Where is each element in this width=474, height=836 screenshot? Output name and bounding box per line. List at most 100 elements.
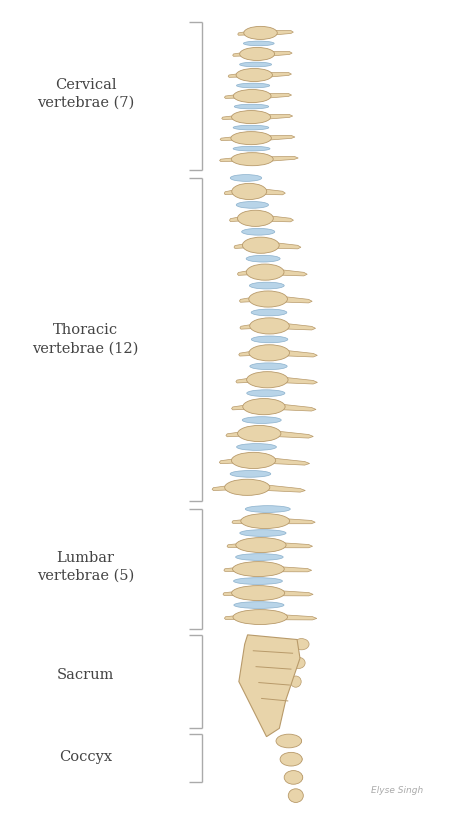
Ellipse shape: [236, 201, 268, 208]
Polygon shape: [227, 543, 246, 548]
Polygon shape: [232, 404, 251, 410]
Ellipse shape: [246, 255, 280, 262]
Ellipse shape: [288, 789, 303, 803]
Polygon shape: [265, 73, 292, 78]
Ellipse shape: [231, 110, 271, 124]
Ellipse shape: [249, 291, 287, 307]
Polygon shape: [219, 458, 240, 464]
Polygon shape: [225, 614, 244, 619]
Polygon shape: [260, 189, 285, 195]
Ellipse shape: [231, 153, 273, 166]
Text: Coccyx: Coccyx: [59, 751, 112, 764]
Polygon shape: [239, 297, 256, 303]
Polygon shape: [239, 635, 300, 737]
Polygon shape: [266, 216, 293, 222]
Polygon shape: [236, 377, 255, 383]
Ellipse shape: [292, 657, 305, 669]
Ellipse shape: [244, 27, 277, 39]
Polygon shape: [263, 115, 293, 120]
Polygon shape: [226, 431, 246, 436]
Polygon shape: [223, 591, 242, 595]
Polygon shape: [225, 94, 241, 99]
Polygon shape: [277, 404, 316, 411]
Polygon shape: [276, 614, 317, 620]
Ellipse shape: [234, 104, 269, 109]
Ellipse shape: [242, 237, 279, 253]
Polygon shape: [238, 31, 250, 35]
Polygon shape: [237, 270, 254, 275]
Ellipse shape: [280, 752, 302, 766]
Text: Lumbar
vertebrae (5): Lumbar vertebrae (5): [37, 551, 134, 583]
Ellipse shape: [233, 562, 284, 577]
Polygon shape: [219, 157, 240, 161]
Polygon shape: [280, 296, 312, 303]
Polygon shape: [212, 485, 234, 491]
Ellipse shape: [236, 69, 273, 82]
Ellipse shape: [231, 131, 272, 145]
Ellipse shape: [237, 84, 270, 88]
Ellipse shape: [233, 609, 287, 624]
Ellipse shape: [237, 426, 281, 441]
Ellipse shape: [240, 48, 274, 60]
Ellipse shape: [242, 416, 281, 423]
Ellipse shape: [233, 125, 269, 130]
Polygon shape: [233, 52, 246, 56]
Polygon shape: [224, 189, 239, 195]
Polygon shape: [268, 52, 292, 56]
Ellipse shape: [240, 530, 286, 537]
Text: Cervical
vertebrae (7): Cervical vertebrae (7): [37, 78, 134, 110]
Ellipse shape: [230, 175, 262, 181]
Text: Elyse Singh: Elyse Singh: [371, 786, 423, 794]
Polygon shape: [265, 156, 298, 161]
Polygon shape: [264, 94, 292, 99]
Polygon shape: [272, 242, 301, 249]
Ellipse shape: [284, 771, 303, 784]
Ellipse shape: [251, 309, 287, 316]
Ellipse shape: [244, 41, 274, 46]
Polygon shape: [282, 350, 317, 357]
Polygon shape: [276, 543, 312, 548]
Polygon shape: [220, 136, 239, 140]
Ellipse shape: [249, 283, 284, 289]
Polygon shape: [222, 115, 239, 120]
Ellipse shape: [230, 471, 271, 477]
Ellipse shape: [297, 774, 303, 781]
Ellipse shape: [242, 228, 275, 235]
Polygon shape: [274, 590, 313, 596]
Ellipse shape: [276, 734, 301, 748]
Polygon shape: [280, 518, 315, 523]
Ellipse shape: [249, 344, 290, 361]
Ellipse shape: [234, 578, 283, 584]
Ellipse shape: [250, 363, 287, 370]
Ellipse shape: [232, 585, 285, 600]
Ellipse shape: [251, 336, 288, 343]
Ellipse shape: [246, 372, 288, 388]
Text: Sacrum: Sacrum: [57, 668, 114, 681]
Ellipse shape: [233, 146, 270, 151]
Ellipse shape: [243, 399, 285, 415]
Polygon shape: [282, 323, 316, 330]
Ellipse shape: [246, 264, 284, 280]
Polygon shape: [261, 484, 305, 492]
Ellipse shape: [234, 602, 284, 609]
Ellipse shape: [231, 452, 276, 468]
Ellipse shape: [240, 62, 272, 67]
Polygon shape: [276, 269, 307, 276]
Ellipse shape: [225, 479, 270, 496]
Polygon shape: [240, 324, 258, 329]
Ellipse shape: [296, 756, 302, 762]
Ellipse shape: [237, 211, 273, 227]
Ellipse shape: [236, 538, 286, 553]
Ellipse shape: [237, 444, 276, 451]
Ellipse shape: [250, 318, 289, 334]
Ellipse shape: [245, 506, 290, 512]
Ellipse shape: [247, 390, 285, 396]
Polygon shape: [272, 431, 313, 438]
Polygon shape: [234, 242, 250, 248]
Polygon shape: [228, 73, 243, 78]
Polygon shape: [263, 135, 295, 140]
Ellipse shape: [241, 513, 290, 528]
Polygon shape: [274, 566, 312, 572]
Polygon shape: [232, 519, 251, 523]
Polygon shape: [239, 350, 257, 356]
